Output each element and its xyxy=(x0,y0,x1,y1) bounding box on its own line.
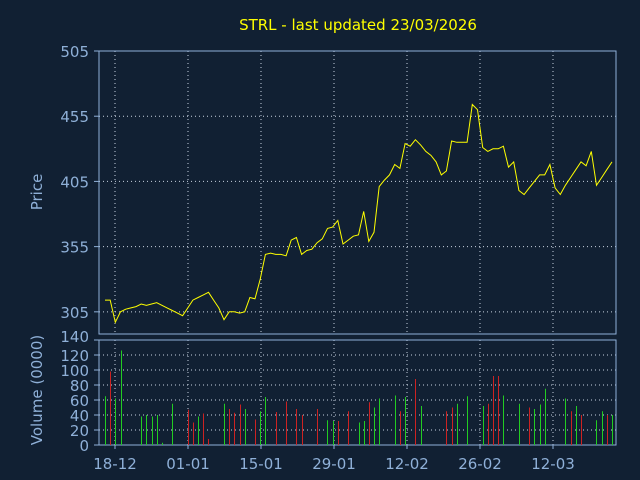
volume-tick-label: 40 xyxy=(70,407,89,425)
date-tick-label: 26-02 xyxy=(458,455,502,473)
volume-axis-label: Volume (0000) xyxy=(28,335,46,445)
date-tick-label: 01-01 xyxy=(166,455,210,473)
price-tick-label: 355 xyxy=(60,239,89,257)
volume-tick-label: 100 xyxy=(60,362,89,380)
volume-tick-label: 140 xyxy=(60,328,89,346)
price-tick-label: 405 xyxy=(60,173,89,191)
date-tick-label: 12-02 xyxy=(385,455,429,473)
volume-plot-frame xyxy=(98,339,617,446)
price-axis-label: Price xyxy=(28,174,46,211)
date-tick-label: 29-01 xyxy=(312,455,356,473)
chart-title: STRL - last updated 23/03/2026 xyxy=(239,16,477,34)
date-tick-label: 15-01 xyxy=(239,455,283,473)
date-tick-label: 12-03 xyxy=(531,455,575,473)
volume-tick-label: 120 xyxy=(60,347,89,365)
price-line xyxy=(105,103,613,324)
volume-tick-label: 20 xyxy=(70,422,89,440)
volume-tick-label: 80 xyxy=(70,377,89,395)
price-tick-label: 455 xyxy=(60,108,89,126)
price-plot-frame xyxy=(98,50,617,335)
price-tick-label: 505 xyxy=(60,43,89,61)
date-tick-label: 18-12 xyxy=(93,455,137,473)
volume-tick-label: 60 xyxy=(70,392,89,410)
volume-tick-label: 0 xyxy=(79,437,89,455)
price-panel: 505 455 405 355 305 xyxy=(60,43,617,335)
price-tick-label: 305 xyxy=(60,304,89,322)
x-axis-labels: 18-12 01-01 15-01 29-01 12-02 26-02 12-03 xyxy=(93,445,575,473)
